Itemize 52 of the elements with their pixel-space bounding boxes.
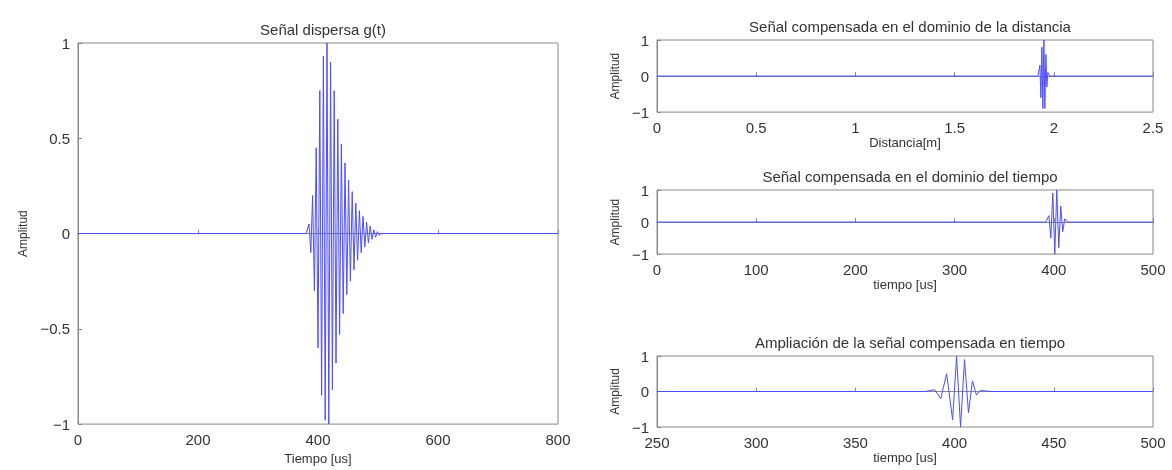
x-axis-title: Distancia[m] [869,135,941,150]
y-tick-label: −1 [52,415,70,433]
y-tick-label: 0 [640,383,649,400]
chart-title: Ampliación de la señal compensada en tiempo [754,334,1066,351]
y-axis-title: Amplitud [16,210,31,257]
chart-title: Señal compensada en el dominio del tiempo [762,168,1058,185]
y-tick-label: 1 [640,31,649,49]
line-series [656,39,1154,109]
y-tick-label: −0.5 [40,320,70,338]
y-axis-title: Amplitud [608,368,622,415]
x-tick-label: 800 [545,431,571,449]
x-tick-label: 200 [185,431,211,449]
x-tick-label: 500 [1140,261,1166,279]
x-tick-label: 400 [305,431,331,449]
y-tick-label: 0 [640,67,649,85]
y-tick-label: 0 [640,213,649,231]
y-tick-label: −1 [631,245,649,263]
x-tick-label: 400 [1041,261,1067,279]
y-tick-label: −1 [631,418,649,436]
x-tick-label: 300 [743,434,769,451]
chart-title: Señal dispersa g(t) [260,21,386,38]
line-series [656,355,1154,428]
x-tick-label: 350 [842,434,868,451]
x-axis-title: tiempo [us] [873,277,937,292]
y-tick-label: 1 [61,34,70,52]
x-tick-label: 600 [425,431,451,449]
y-axis-title: Amplitud [608,52,622,100]
x-tick-label: 1 [851,119,860,137]
x-tick-label: 0 [73,431,83,449]
x-tick-label: 0.5 [745,119,767,137]
y-tick-label: −1 [631,103,649,121]
x-tick-label: 100 [743,261,769,279]
x-tick-label: 400 [942,434,968,451]
x-tick-label: 0 [652,119,662,137]
y-tick-label: 1 [640,181,649,199]
chart-title: Señal compensada en el dominio de la distancia [749,18,1072,35]
x-tick-label: 250 [644,434,670,451]
y-axis-title: Amplitud [608,198,622,246]
x-tick-label: 1.5 [944,119,966,137]
y-tick-label: 0 [61,225,70,243]
line-series [656,189,1154,255]
x-tick-label: 0 [652,261,662,279]
x-tick-label: 300 [942,261,968,279]
x-tick-label: 2.5 [1142,119,1164,137]
line-series [77,42,559,425]
x-tick-label: 450 [1041,434,1067,451]
x-tick-label: 2 [1049,119,1058,137]
x-tick-label: 200 [842,261,868,279]
y-tick-label: 1 [640,347,649,365]
x-axis-title: Tiempo [us] [284,451,352,466]
x-tick-label: 500 [1140,434,1166,451]
x-axis-title: tiempo [us] [873,449,937,465]
